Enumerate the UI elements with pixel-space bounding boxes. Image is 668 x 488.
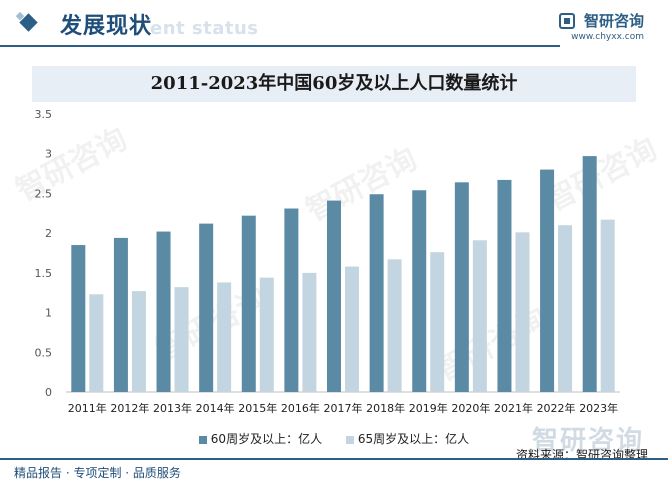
- bar-65-2: [174, 287, 189, 392]
- bar-65-10: [515, 232, 530, 392]
- bar-65-11: [558, 225, 573, 392]
- x-tick-label: 2016年: [281, 401, 320, 415]
- x-tick-label: 2012年: [110, 401, 149, 415]
- x-tick-label: 2014年: [196, 401, 235, 415]
- bar-65-6: [345, 266, 359, 392]
- bar-65-0: [89, 294, 104, 392]
- footer: 精品报告 · 专项定制 · 品质服务: [0, 458, 668, 488]
- x-tick-label: 2022年: [537, 401, 576, 415]
- y-tick-label: 3: [45, 148, 52, 161]
- legend-swatch-60: [198, 435, 207, 444]
- x-tick-label: 2020年: [451, 401, 490, 415]
- chart-title-banner: 2011-2023年中国60岁及以上人口数量统计: [32, 66, 636, 102]
- bar-60-10: [497, 179, 512, 392]
- brand-watermark: 智研咨询: [531, 426, 644, 456]
- page-title: 发展现状: [60, 13, 153, 39]
- header-ghost-text: ent status: [150, 18, 259, 39]
- bar-60-11: [540, 169, 555, 392]
- header: ent status 发展现状 智研咨询 www.chyxx.com: [0, 0, 668, 47]
- x-tick-label: 2018年: [366, 401, 405, 415]
- x-tick-label: 2017年: [324, 401, 363, 415]
- legend-label-65: 65周岁及以上：亿人: [357, 432, 470, 446]
- bar-chart: 0 0.5 1 1.5 2 2.5 3 3.5 2011年 2012年 2013年 2014年 2015…: [35, 108, 620, 415]
- y-tick-label: 0.5: [35, 346, 53, 359]
- y-tick-label: 2.5: [35, 187, 53, 200]
- bar-65-9: [472, 240, 487, 392]
- x-tick-label: 2023年: [579, 401, 618, 415]
- footer-text: 精品报告 · 专项定制 · 品质服务: [14, 466, 181, 480]
- footer-divider: [0, 458, 668, 460]
- bar-60-1: [113, 237, 128, 392]
- legend-item-65: 65周岁及以上：亿人: [345, 430, 470, 447]
- x-tick-label: 2013年: [153, 401, 192, 415]
- bar-60-8: [412, 190, 427, 392]
- bar-65-5: [302, 272, 317, 392]
- bar-60-2: [156, 231, 171, 392]
- legend-label-60: 60周岁及以上：亿人: [210, 432, 323, 446]
- y-tick-label: 1: [45, 307, 52, 320]
- header-divider: [0, 45, 560, 47]
- y-tick-label: 1.5: [35, 267, 53, 280]
- bar-60-7: [369, 194, 384, 392]
- y-tick-label: 3.5: [35, 108, 53, 121]
- logo-url: www.chyxx.com: [571, 32, 644, 42]
- bar-65-8: [430, 252, 445, 392]
- bar-65-7: [387, 259, 402, 392]
- bar-60-9: [454, 182, 469, 392]
- legend-swatch-65: [345, 435, 354, 444]
- bar-60-12: [582, 156, 597, 392]
- chart-title: 2011-2023年中国60岁及以上人口数量统计: [150, 73, 518, 94]
- legend: 60周岁及以上：亿人 65周岁及以上：亿人: [0, 430, 668, 448]
- x-tick-label: 2015年: [238, 401, 277, 415]
- bar-60-6: [327, 200, 341, 392]
- logo: 智研咨询 www.chyxx.com: [558, 10, 644, 42]
- x-tick-label: 2019年: [409, 401, 448, 415]
- bar-65-3: [217, 282, 232, 392]
- bar-65-1: [131, 291, 146, 392]
- bar-60-4: [241, 215, 256, 392]
- bar-60-0: [71, 245, 86, 392]
- logo-name: 智研咨询: [583, 12, 644, 30]
- diamond-icon: [19, 13, 38, 32]
- x-tick-label: 2011年: [68, 401, 107, 415]
- bar-60-3: [199, 223, 214, 392]
- y-tick-label: 2: [45, 227, 52, 240]
- x-tick-label: 2021年: [494, 401, 533, 415]
- bar-65-4: [259, 277, 274, 392]
- legend-item-60: 60周岁及以上：亿人: [198, 430, 323, 447]
- bar-65-12: [600, 219, 615, 392]
- bar-60-5: [284, 208, 299, 392]
- logo-icon: [558, 12, 575, 29]
- y-tick-label: 0: [45, 386, 52, 399]
